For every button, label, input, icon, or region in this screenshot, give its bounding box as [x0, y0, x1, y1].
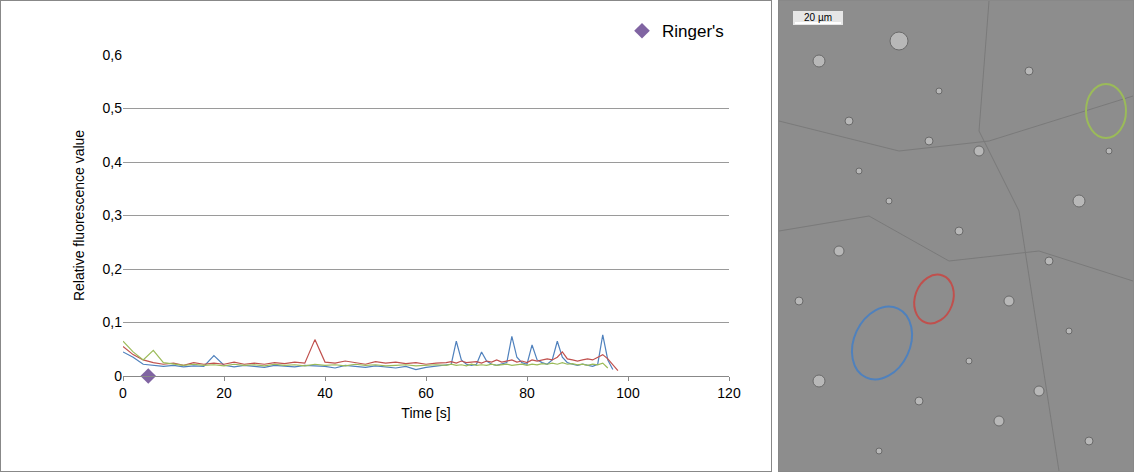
svg-text:0: 0: [119, 385, 127, 401]
svg-text:100: 100: [616, 385, 640, 401]
svg-text:80: 80: [519, 385, 535, 401]
svg-text:0: 0: [114, 368, 122, 384]
svg-text:20: 20: [216, 385, 232, 401]
svg-text:Ringer's: Ringer's: [662, 22, 724, 41]
svg-text:0,6: 0,6: [103, 47, 123, 63]
svg-text:Time [s]: Time [s]: [401, 405, 450, 421]
svg-text:0,5: 0,5: [103, 100, 123, 116]
svg-text:20 µm: 20 µm: [804, 12, 832, 23]
svg-text:0,2: 0,2: [103, 261, 123, 277]
svg-text:120: 120: [717, 385, 741, 401]
svg-text:0,1: 0,1: [103, 314, 123, 330]
svg-text:40: 40: [317, 385, 333, 401]
svg-text:Relative fluorescence value: Relative fluorescence value: [71, 130, 87, 301]
svg-text:60: 60: [418, 385, 434, 401]
svg-text:0,4: 0,4: [103, 154, 123, 170]
svg-text:0,3: 0,3: [103, 207, 123, 223]
